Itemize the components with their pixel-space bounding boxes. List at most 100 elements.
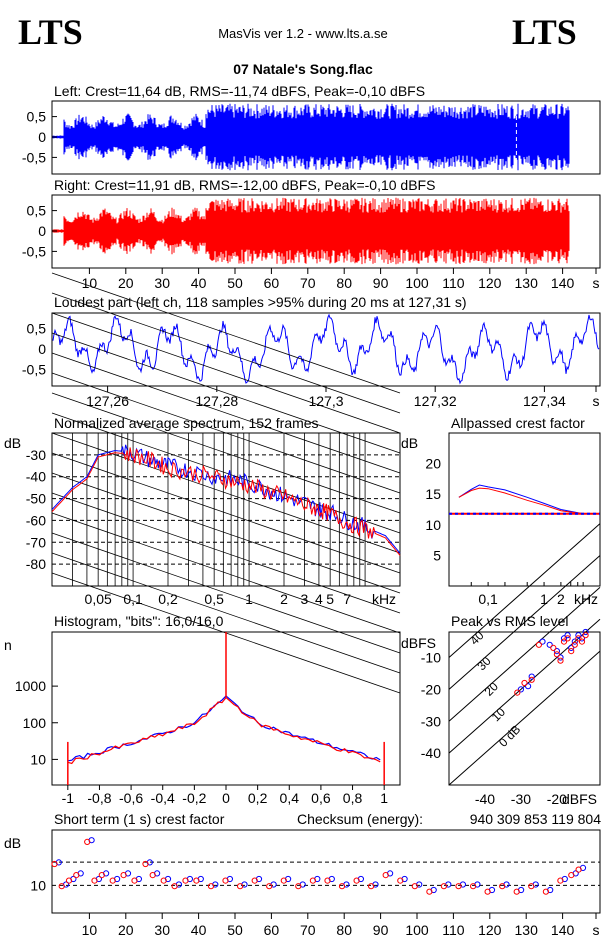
short-term-crest-right-point bbox=[58, 883, 65, 890]
spectrum-slope-line bbox=[51, 392, 401, 514]
spectrum-ytick: -40 bbox=[26, 469, 46, 485]
short-term-crest-right-point bbox=[84, 838, 91, 846]
short-term-crest-xtick: 90 bbox=[373, 922, 389, 938]
peak-rms-left-point bbox=[560, 635, 568, 642]
peak-rms-diagonal bbox=[448, 587, 601, 722]
loudest-part-xtick: 127,32 bbox=[414, 393, 457, 409]
time-xtick: 110 bbox=[442, 275, 465, 291]
right-waveform-ytick: 0 bbox=[38, 223, 46, 239]
peak-rms-right-point bbox=[568, 648, 575, 655]
histogram-xtick: -0,4 bbox=[151, 790, 175, 806]
short-term-crest-xtick: 40 bbox=[191, 922, 207, 938]
peak-rms-diagonal-label: 30 bbox=[474, 654, 494, 674]
spectrum-slope-line bbox=[51, 332, 401, 454]
peak-rms-left-point bbox=[528, 673, 535, 680]
histogram-xtick: -0,6 bbox=[119, 790, 143, 806]
short-term-crest-right-point bbox=[568, 872, 575, 879]
spectrum-slope-line bbox=[51, 312, 401, 434]
short-term-crest-right-point bbox=[98, 872, 105, 879]
peak-rms-left-point bbox=[546, 641, 553, 648]
spectrum-xtick: 0,5 bbox=[204, 591, 224, 607]
short-term-crest-right-point bbox=[513, 888, 520, 895]
peak-rms-right-point bbox=[560, 638, 568, 645]
time-xtick: 80 bbox=[336, 275, 352, 291]
spectrum-ytick: -70 bbox=[26, 534, 46, 550]
short-term-crest-frame bbox=[51, 829, 601, 914]
crest-ytick: 5 bbox=[433, 547, 441, 563]
time-xtick: s bbox=[593, 275, 600, 291]
peak-rms-xtick: -20 bbox=[547, 791, 567, 807]
short-term-crest-right-point bbox=[51, 860, 58, 868]
peak-rms-left-point bbox=[525, 683, 532, 690]
short-term-crest-right-point bbox=[440, 883, 447, 890]
short-term-crest-right-point bbox=[149, 872, 156, 879]
short-term-crest-xtick: 120 bbox=[478, 922, 502, 938]
time-xtick: 130 bbox=[515, 275, 539, 291]
short-term-crest-xtick: 140 bbox=[551, 922, 575, 938]
histogram-xtick: 0,2 bbox=[248, 790, 268, 806]
spectrum-ytick: -80 bbox=[26, 556, 46, 572]
short-term-crest-right-point bbox=[207, 883, 215, 890]
short-term-crest-xtick: 60 bbox=[264, 922, 280, 938]
short-term-crest-right-point bbox=[397, 877, 404, 884]
peak-rms-left-point bbox=[557, 654, 564, 661]
histogram-xtick: -0,2 bbox=[182, 790, 206, 806]
spectrum-ytick: -50 bbox=[26, 491, 46, 507]
peak-rms-left-point bbox=[564, 632, 571, 639]
time-xtick: 40 bbox=[191, 275, 207, 291]
time-xtick: 20 bbox=[118, 275, 134, 291]
crest-frame bbox=[448, 432, 601, 587]
short-term-crest-title: Short term (1 s) crest factor bbox=[54, 811, 225, 827]
short-term-crest-right-point bbox=[182, 877, 189, 884]
peak-rms-diagonal-label: 0 dB bbox=[496, 722, 523, 749]
spectrum-slope-line bbox=[51, 372, 401, 494]
short-term-crest-right-point bbox=[142, 860, 149, 868]
peak-rms-right-point bbox=[564, 635, 571, 642]
time-xtick: 100 bbox=[405, 275, 429, 291]
short-term-crest-right-point bbox=[557, 877, 564, 884]
short-term-crest-right-point bbox=[338, 883, 346, 890]
spectrum-xtick: 0,1 bbox=[123, 591, 143, 607]
spectrum-slope-line bbox=[51, 352, 401, 474]
peak-rms-right-point bbox=[582, 632, 589, 639]
peak-rms-diagonal-label: 20 bbox=[482, 679, 502, 699]
loudest-part-ytick: 0 bbox=[38, 341, 46, 357]
spectrum-slope-line bbox=[51, 492, 401, 614]
short-term-crest-right-point bbox=[171, 883, 178, 890]
spectrum-xtick: 3 bbox=[301, 591, 309, 607]
crest-ytick: 10 bbox=[425, 517, 441, 533]
short-term-crest-right-point bbox=[295, 883, 302, 890]
left-waveform-title: Left: Crest=11,64 dB, RMS=-11,74 dBFS, P… bbox=[54, 83, 425, 99]
short-term-crest-right-point bbox=[382, 872, 389, 879]
spectrum-xtick: 1 bbox=[245, 591, 253, 607]
crest-xtick: kHz bbox=[574, 591, 598, 607]
short-term-crest-right-point bbox=[575, 866, 582, 873]
short-term-crest-right-point bbox=[251, 877, 258, 884]
short-term-crest-right-point bbox=[455, 883, 462, 890]
peak-rms-ylabel: dBFS bbox=[401, 635, 436, 651]
histogram-xtick: -1 bbox=[62, 790, 75, 806]
peak-rms-diagonal bbox=[448, 523, 601, 658]
short-term-crest-xtick: 20 bbox=[118, 922, 134, 938]
plot-layer: 0,50-0,50,50-0,510 20 30 40 50 60 70 80 90 100 110… bbox=[15, 102, 601, 938]
short-term-crest-right-point bbox=[528, 883, 535, 890]
peak-rms-right-point bbox=[557, 657, 564, 664]
peak-rms-diagonal bbox=[448, 650, 601, 786]
peak-rms-left-point bbox=[578, 635, 586, 642]
short-term-crest-right-point bbox=[193, 877, 200, 884]
short-term-crest-right-point bbox=[266, 883, 273, 890]
short-term-crest-xtick: 50 bbox=[227, 922, 243, 938]
loudest-part-xtick: 127,34 bbox=[523, 393, 566, 409]
histogram-xtick: 0,6 bbox=[311, 790, 331, 806]
loudest-part-ytick: 0,5 bbox=[27, 321, 47, 337]
short-term-crest-right-point bbox=[280, 877, 287, 884]
peak-rms-left-point bbox=[539, 638, 546, 645]
histogram-xtick: 0,8 bbox=[343, 790, 363, 806]
spectrum-ytick: -30 bbox=[26, 447, 46, 463]
peak-rms-xtick: -30 bbox=[511, 791, 531, 807]
loudest-part-xtick: 127,3 bbox=[308, 393, 343, 409]
file-name: 07 Natale's Song.flac bbox=[233, 61, 373, 77]
spectrum-slope-line bbox=[51, 512, 401, 634]
spectrum-slope-line bbox=[51, 432, 401, 554]
